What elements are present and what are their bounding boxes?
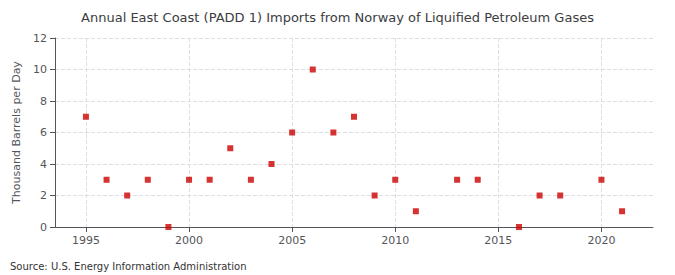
svg-text:Source: U.S. Energy Informatio: Source: U.S. Energy Information Administ… bbox=[10, 261, 247, 272]
svg-text:2015: 2015 bbox=[484, 234, 512, 247]
svg-text:0: 0 bbox=[40, 221, 47, 234]
svg-text:8: 8 bbox=[40, 95, 47, 108]
svg-text:Thousand Barrels per Day: Thousand Barrels per Day bbox=[10, 61, 23, 205]
svg-text:1995: 1995 bbox=[72, 234, 100, 247]
svg-text:2010: 2010 bbox=[381, 234, 409, 247]
svg-text:2020: 2020 bbox=[587, 234, 615, 247]
svg-text:12: 12 bbox=[33, 32, 47, 45]
svg-text:10: 10 bbox=[33, 63, 47, 76]
svg-text:Annual East Coast (PADD 1) Imp: Annual East Coast (PADD 1) Imports from … bbox=[81, 10, 594, 25]
svg-text:2: 2 bbox=[40, 189, 47, 202]
svg-text:6: 6 bbox=[40, 126, 47, 139]
svg-text:2005: 2005 bbox=[278, 234, 306, 247]
svg-text:4: 4 bbox=[40, 158, 47, 171]
svg-text:2000: 2000 bbox=[175, 234, 203, 247]
